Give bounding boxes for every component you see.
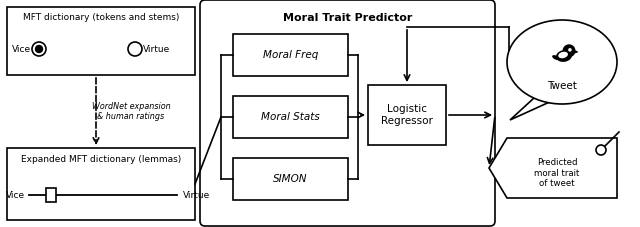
Circle shape — [563, 45, 575, 57]
FancyBboxPatch shape — [233, 96, 348, 138]
Text: Virtue: Virtue — [184, 190, 211, 200]
Text: SIMON: SIMON — [273, 174, 308, 184]
Text: Moral Stats: Moral Stats — [261, 112, 320, 122]
Polygon shape — [489, 138, 617, 198]
Text: WordNet expansion
& human ratings: WordNet expansion & human ratings — [92, 102, 170, 121]
Text: Predicted
moral trait
of tweet: Predicted moral trait of tweet — [534, 158, 580, 188]
Text: Moral Trait Predictor: Moral Trait Predictor — [283, 13, 412, 23]
Text: Moral Freq: Moral Freq — [263, 50, 318, 60]
FancyBboxPatch shape — [368, 85, 446, 145]
FancyBboxPatch shape — [46, 188, 56, 202]
FancyBboxPatch shape — [7, 148, 195, 220]
FancyBboxPatch shape — [7, 7, 195, 75]
Text: Vice: Vice — [12, 44, 31, 54]
Text: MFT dictionary (tokens and stems): MFT dictionary (tokens and stems) — [23, 13, 179, 22]
Text: Vice: Vice — [5, 190, 24, 200]
Ellipse shape — [558, 52, 568, 58]
Ellipse shape — [556, 50, 572, 62]
Text: Tweet: Tweet — [547, 81, 577, 91]
Circle shape — [569, 49, 571, 51]
Polygon shape — [510, 98, 554, 120]
Ellipse shape — [552, 55, 559, 60]
Text: Expanded MFT dictionary (lemmas): Expanded MFT dictionary (lemmas) — [21, 155, 181, 165]
FancyBboxPatch shape — [233, 158, 348, 200]
Ellipse shape — [507, 20, 617, 104]
Polygon shape — [574, 51, 577, 53]
Circle shape — [35, 45, 42, 52]
FancyBboxPatch shape — [200, 0, 495, 226]
Text: Logistic
Regressor: Logistic Regressor — [381, 104, 433, 126]
FancyBboxPatch shape — [233, 34, 348, 76]
Text: Virtue: Virtue — [143, 44, 171, 54]
